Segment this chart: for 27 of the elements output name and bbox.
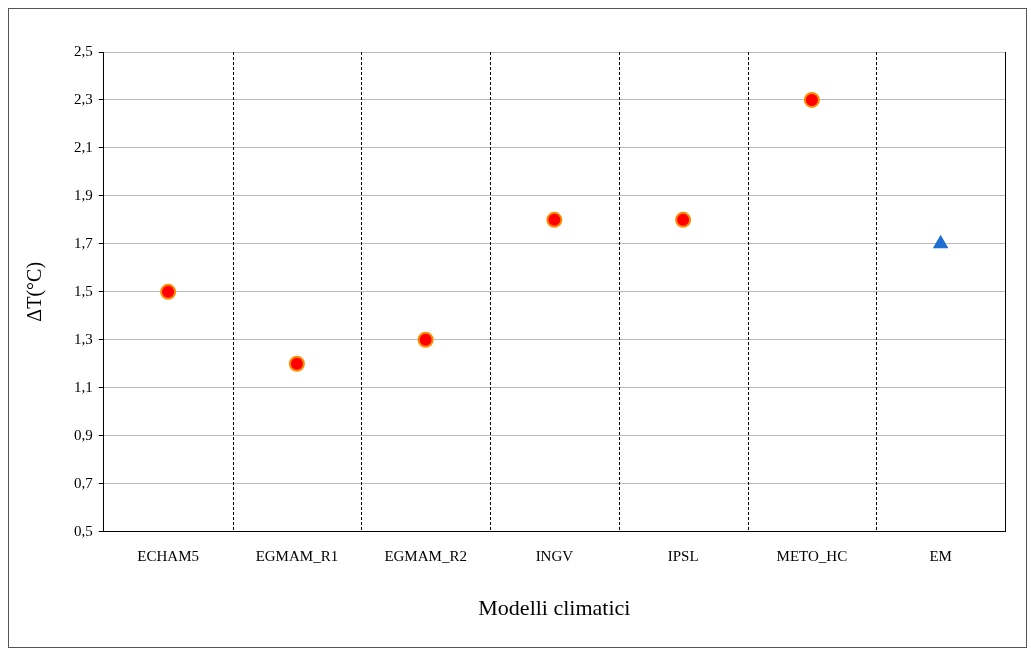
- y-tick-label: 2,3: [74, 90, 93, 107]
- x-tick-label: EGMAM_R2: [384, 547, 467, 564]
- y-tick-label: 2,1: [74, 138, 93, 155]
- y-tick-label: 1,3: [74, 330, 93, 347]
- point: [803, 91, 820, 108]
- x-tick-label: INGV: [535, 547, 574, 564]
- y-tick-label: 2,5: [74, 42, 93, 59]
- y-tick-label: 1,7: [74, 234, 94, 251]
- y-tick-label: 1,9: [74, 186, 93, 203]
- y-tick-label: 0,5: [74, 522, 93, 539]
- x-tick-label: METO_HC: [776, 547, 848, 564]
- point: [933, 235, 948, 249]
- point: [546, 211, 563, 228]
- x-axis-title: Modelli climatici: [478, 594, 631, 620]
- y-axis-title: ΔT(°C): [23, 261, 47, 322]
- y-tick-label: 1,1: [74, 378, 93, 395]
- point: [675, 211, 692, 228]
- y-tick-label: 0,7: [74, 474, 94, 491]
- x-tick-label: EGMAM_R1: [255, 547, 339, 564]
- point: [288, 355, 305, 372]
- y-tick-label: 1,5: [74, 282, 93, 299]
- y-tick-label: 0,9: [74, 426, 93, 443]
- x-tick-label: EM: [929, 547, 952, 564]
- x-tick-label: ECHAM5: [137, 547, 199, 564]
- point: [417, 331, 434, 348]
- point: [160, 283, 177, 300]
- x-tick-label: IPSL: [667, 547, 699, 564]
